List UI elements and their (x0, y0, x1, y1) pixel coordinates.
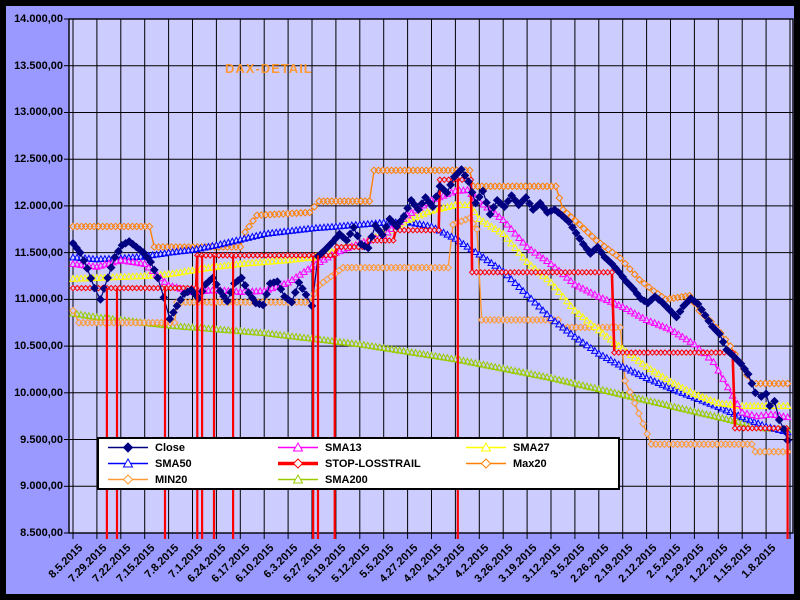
y-axis-label: 8.500,00 (20, 527, 63, 539)
chart-plot-area (64, 18, 794, 539)
legend-label: SMA50 (155, 457, 192, 470)
y-axis-label: 13.000,00 (14, 106, 63, 119)
y-axis-label: 11.500,00 (14, 246, 63, 259)
legend-label: STOP-LOSSTRAIL (325, 457, 421, 470)
legend-label: Close (155, 441, 185, 454)
y-axis-label: 9.500,00 (20, 433, 63, 446)
legend-label: Max20 (513, 457, 547, 470)
y-axis-label: 11.000,00 (14, 293, 63, 306)
legend-item-sma13: SMA13 (275, 440, 463, 455)
y-axis-label: 14.000,00 (14, 13, 63, 25)
y-axis-label: 9.000,00 (20, 480, 63, 493)
legend-stop-marker-icon (278, 458, 318, 469)
y-axis-label: 12.500,00 (14, 153, 63, 166)
legend-item-sma200: SMA200 (275, 472, 463, 487)
legend-label: SMA200 (325, 473, 368, 486)
legend-label: SMA27 (513, 441, 550, 454)
legend-item-min20: MIN20 (105, 472, 275, 487)
legend-label: MIN20 (155, 473, 188, 486)
legend-max20-marker-icon (466, 458, 506, 469)
y-axis-label: 10.500,00 (14, 340, 63, 353)
y-axis-label: 10.000,00 (14, 386, 63, 399)
legend-sma27-marker-icon (466, 441, 506, 452)
legend-item-sma27: SMA27 (463, 440, 612, 455)
legend-sma13-marker-icon (278, 441, 318, 452)
legend-item-sma50: SMA50 (105, 456, 275, 471)
legend-sma50-marker-icon (108, 457, 148, 468)
legend-close-marker-icon (108, 442, 148, 453)
legend-min20-marker-icon (108, 474, 148, 485)
legend-sma200-marker-icon (278, 473, 318, 484)
legend-item-close: Close (105, 440, 275, 455)
legend-box: Close SMA13 SMA27 SMA50 STOP-LOSSTRAIL Max20 M… (97, 437, 620, 490)
y-axis-label: 13.500,00 (14, 59, 63, 72)
legend-label: SMA13 (325, 441, 362, 454)
y-axis-label: 12.000,00 (14, 199, 63, 212)
chart-title: DAX-DETAIL (225, 61, 313, 76)
legend-item-max20: Max20 (463, 456, 612, 471)
legend-item-stop: STOP-LOSSTRAIL (275, 456, 463, 471)
